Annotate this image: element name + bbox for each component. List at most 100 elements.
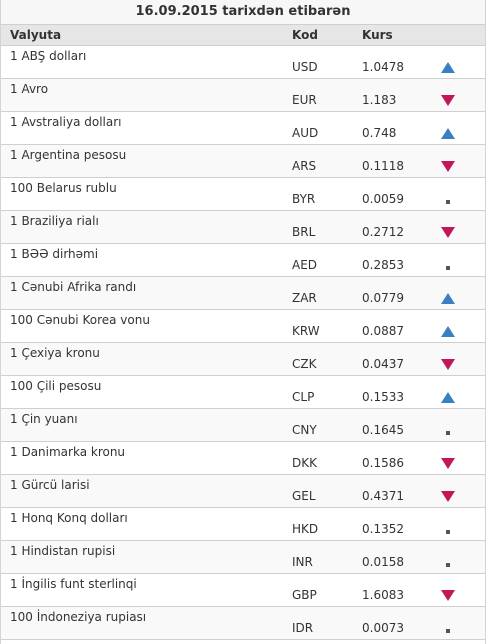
arrow-down-icon	[441, 491, 455, 502]
currency-name: 1 Danimarka kronu	[10, 445, 126, 459]
currency-name: 1 Argentina pesosu	[10, 148, 127, 162]
currency-code: AUD	[292, 126, 319, 140]
currency-code: GEL	[292, 489, 316, 503]
trend-indicator	[440, 95, 456, 107]
unchanged-dot-icon	[446, 200, 450, 204]
table-row: 1 Braziliya rialı BRL 0.2712	[1, 211, 485, 244]
header-rate: Kurs	[362, 28, 393, 42]
exchange-rate: 0.0059	[362, 192, 404, 206]
exchange-rate: 0.1533	[362, 390, 404, 404]
currency-name: 1 Gürcü larisi	[10, 478, 90, 492]
currency-code: ZAR	[292, 291, 317, 305]
currency-code: AED	[292, 258, 318, 272]
exchange-rate: 1.183	[362, 93, 397, 107]
table-row: 100 Çili pesosu CLP 0.1533	[1, 376, 485, 409]
trend-indicator	[440, 227, 456, 239]
table-row: 1 Danimarka kronu DKK 0.1586	[1, 442, 485, 475]
currency-name: 1 Hindistan rupisi	[10, 544, 116, 558]
currency-name: 100 Çili pesosu	[10, 379, 102, 393]
trend-indicator	[440, 458, 456, 470]
exchange-rate: 0.748	[362, 126, 397, 140]
arrow-down-icon	[441, 227, 455, 238]
exchange-rate: 1.6083	[362, 588, 404, 602]
currency-name: 1 İngilis funt sterlinqi	[10, 577, 137, 591]
table-row: 1 Argentina pesosu ARS 0.1118	[1, 145, 485, 178]
currency-name: 1 Honq Konq dolları	[10, 511, 128, 525]
exchange-rate: 1.0478	[362, 60, 404, 74]
currency-code: CLP	[292, 390, 315, 404]
currency-name: 1 BƏƏ dirhəmi	[10, 247, 99, 261]
arrow-up-icon	[441, 326, 455, 337]
trend-indicator	[440, 590, 456, 602]
currency-code: IDR	[292, 621, 314, 635]
table-row: 1 Çexiya kronu CZK 0.0437	[1, 343, 485, 376]
table-row: 1 ABŞ dolları USD 1.0478	[1, 46, 485, 79]
currency-code: INR	[292, 555, 313, 569]
arrow-down-icon	[441, 95, 455, 106]
trend-indicator	[440, 326, 456, 338]
trend-indicator	[440, 161, 456, 173]
arrow-down-icon	[441, 590, 455, 601]
exchange-rate: 0.0073	[362, 621, 404, 635]
currency-code: BRL	[292, 225, 316, 239]
table-row: 1 Hindistan rupisi INR 0.0158	[1, 541, 485, 574]
currency-code: ARS	[292, 159, 317, 173]
table-title: 16.09.2015 tarixdən etibarən	[1, 0, 485, 25]
currency-code: CZK	[292, 357, 317, 371]
exchange-rate: 0.0158	[362, 555, 404, 569]
header-currency: Valyuta	[10, 28, 62, 42]
unchanged-dot-icon	[446, 563, 450, 567]
arrow-up-icon	[441, 128, 455, 139]
trend-indicator	[440, 128, 456, 140]
unchanged-dot-icon	[446, 266, 450, 270]
exchange-rate: 0.1118	[362, 159, 404, 173]
trend-indicator	[440, 194, 456, 206]
currency-code: KRW	[292, 324, 320, 338]
exchange-rate: 0.1586	[362, 456, 404, 470]
currency-name: 1 Braziliya rialı	[10, 214, 99, 228]
exchange-rate: 0.2853	[362, 258, 404, 272]
header-code: Kod	[292, 28, 318, 42]
trend-indicator	[440, 62, 456, 74]
exchange-rate: 0.1352	[362, 522, 404, 536]
unchanged-dot-icon	[446, 629, 450, 633]
currency-name: 1 Çin yuanı	[10, 412, 78, 426]
table-row: 100 İndoneziya rupiası IDR 0.0073	[1, 607, 485, 640]
table-row: 100 Cənubi Korea vonu KRW 0.0887	[1, 310, 485, 343]
unchanged-dot-icon	[446, 431, 450, 435]
arrow-down-icon	[441, 161, 455, 172]
unchanged-dot-icon	[446, 530, 450, 534]
table-row: 1 İngilis funt sterlinqi GBP 1.6083	[1, 574, 485, 607]
currency-name: 100 İndoneziya rupiası	[10, 610, 147, 624]
arrow-down-icon	[441, 458, 455, 469]
trend-indicator	[440, 491, 456, 503]
table-row: 1 Avro EUR 1.183	[1, 79, 485, 112]
arrow-up-icon	[441, 392, 455, 403]
trend-indicator	[440, 359, 456, 371]
arrow-down-icon	[441, 359, 455, 370]
currency-name: 1 Avstraliya dolları	[10, 115, 122, 129]
trend-indicator	[440, 623, 456, 635]
exchange-rate: 0.2712	[362, 225, 404, 239]
arrow-up-icon	[441, 62, 455, 73]
table-row: 1 Gürcü larisi GEL 0.4371	[1, 475, 485, 508]
currency-code: DKK	[292, 456, 317, 470]
currency-code: CNY	[292, 423, 317, 437]
trend-indicator	[440, 524, 456, 536]
exchange-rate: 0.0887	[362, 324, 404, 338]
currency-name: 100 Cənubi Korea vonu	[10, 313, 150, 327]
table-row: 1 BƏƏ dirhəmi AED 0.2853	[1, 244, 485, 277]
trend-indicator	[440, 392, 456, 404]
currency-code: GBP	[292, 588, 317, 602]
table-row: 1 Çin yuanı CNY 0.1645	[1, 409, 485, 442]
exchange-rate: 0.4371	[362, 489, 404, 503]
currency-name: 1 Çexiya kronu	[10, 346, 100, 360]
table-body: 1 ABŞ dolları USD 1.0478 1 Avro EUR 1.183 1 Av…	[1, 46, 485, 640]
currency-code: USD	[292, 60, 318, 74]
currency-name: 1 Cənubi Afrika randı	[10, 280, 137, 294]
arrow-up-icon	[441, 293, 455, 304]
exchange-rate: 0.0437	[362, 357, 404, 371]
table-row: 100 Belarus rublu BYR 0.0059	[1, 178, 485, 211]
trend-indicator	[440, 425, 456, 437]
